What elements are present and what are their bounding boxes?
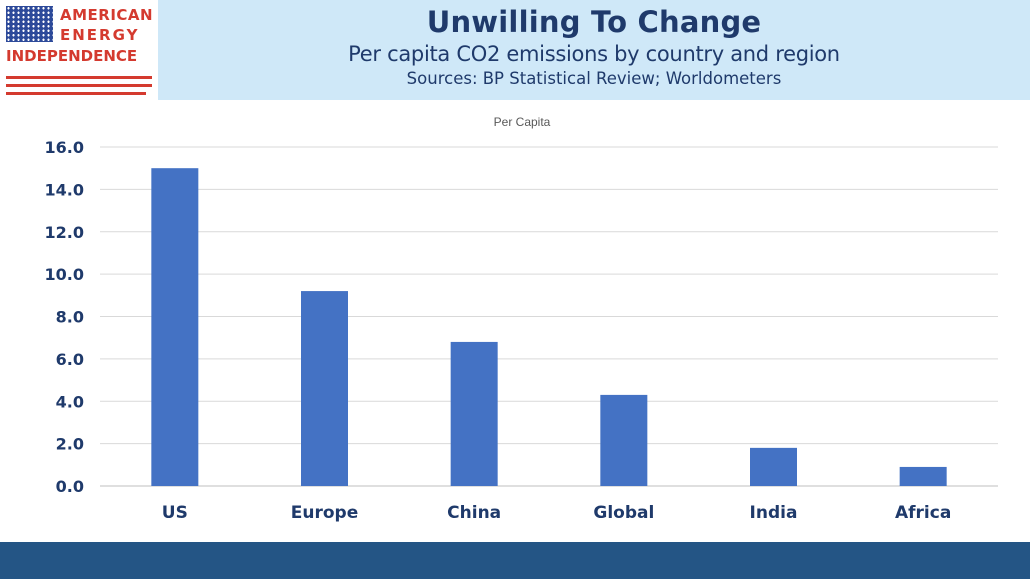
- y-tick-label: 16.0: [45, 138, 84, 157]
- us-flag-icon: [6, 6, 53, 42]
- logo-stripe: [6, 76, 152, 79]
- x-tick-label: China: [447, 503, 501, 523]
- y-tick-label: 4.0: [56, 392, 84, 411]
- logo-stripe: [6, 92, 146, 95]
- logo-text-line2: ENERGY: [60, 26, 140, 44]
- y-tick-label: 14.0: [45, 180, 84, 199]
- bar-india: [750, 447, 797, 486]
- sources-note: Sources: BP Statistical Review; Worldome…: [406, 69, 782, 88]
- header: AMERICAN ENERGY INDEPENDENCE Unwilling T…: [0, 0, 1030, 100]
- logo-stripe: [6, 84, 152, 87]
- bar-us: [151, 168, 199, 486]
- chart-gridlines: [100, 146, 998, 487]
- x-axis-ticks: US Europe China Global India Africa: [162, 503, 952, 523]
- bar-chart: Per Capita 0.0 2.0 4.0 6.0 8.0 10.0 12.0 14.0 16…: [45, 115, 998, 523]
- logo-text-line3: INDEPENDENCE: [6, 47, 138, 65]
- bar-africa: [899, 466, 947, 486]
- logo-text-line1: AMERICAN: [60, 6, 154, 24]
- page-title: Unwilling To Change: [426, 5, 762, 39]
- y-tick-label: 0.0: [56, 477, 84, 496]
- y-tick-label: 8.0: [56, 308, 84, 327]
- x-tick-label: US: [162, 503, 188, 523]
- x-tick-label: Europe: [291, 503, 358, 523]
- y-tick-label: 12.0: [45, 223, 84, 242]
- footer-bar: [0, 542, 1030, 579]
- page-subtitle: Per capita CO2 emissions by country and …: [348, 42, 840, 66]
- x-tick-label: Global: [593, 503, 654, 523]
- header-band: [158, 0, 1030, 100]
- y-axis-ticks: 0.0 2.0 4.0 6.0 8.0 10.0 12.0 14.0 16.0: [45, 138, 84, 496]
- x-tick-label: Africa: [895, 503, 951, 523]
- y-tick-label: 10.0: [45, 265, 84, 284]
- chart-bars: [151, 168, 947, 486]
- bar-europe: [301, 291, 348, 486]
- chart-title: Per Capita: [494, 115, 551, 129]
- x-tick-label: India: [750, 503, 798, 523]
- y-tick-label: 2.0: [56, 435, 84, 454]
- bar-global: [600, 394, 648, 486]
- bar-china: [450, 341, 498, 486]
- logo: AMERICAN ENERGY INDEPENDENCE: [6, 6, 156, 98]
- y-tick-label: 6.0: [56, 350, 84, 369]
